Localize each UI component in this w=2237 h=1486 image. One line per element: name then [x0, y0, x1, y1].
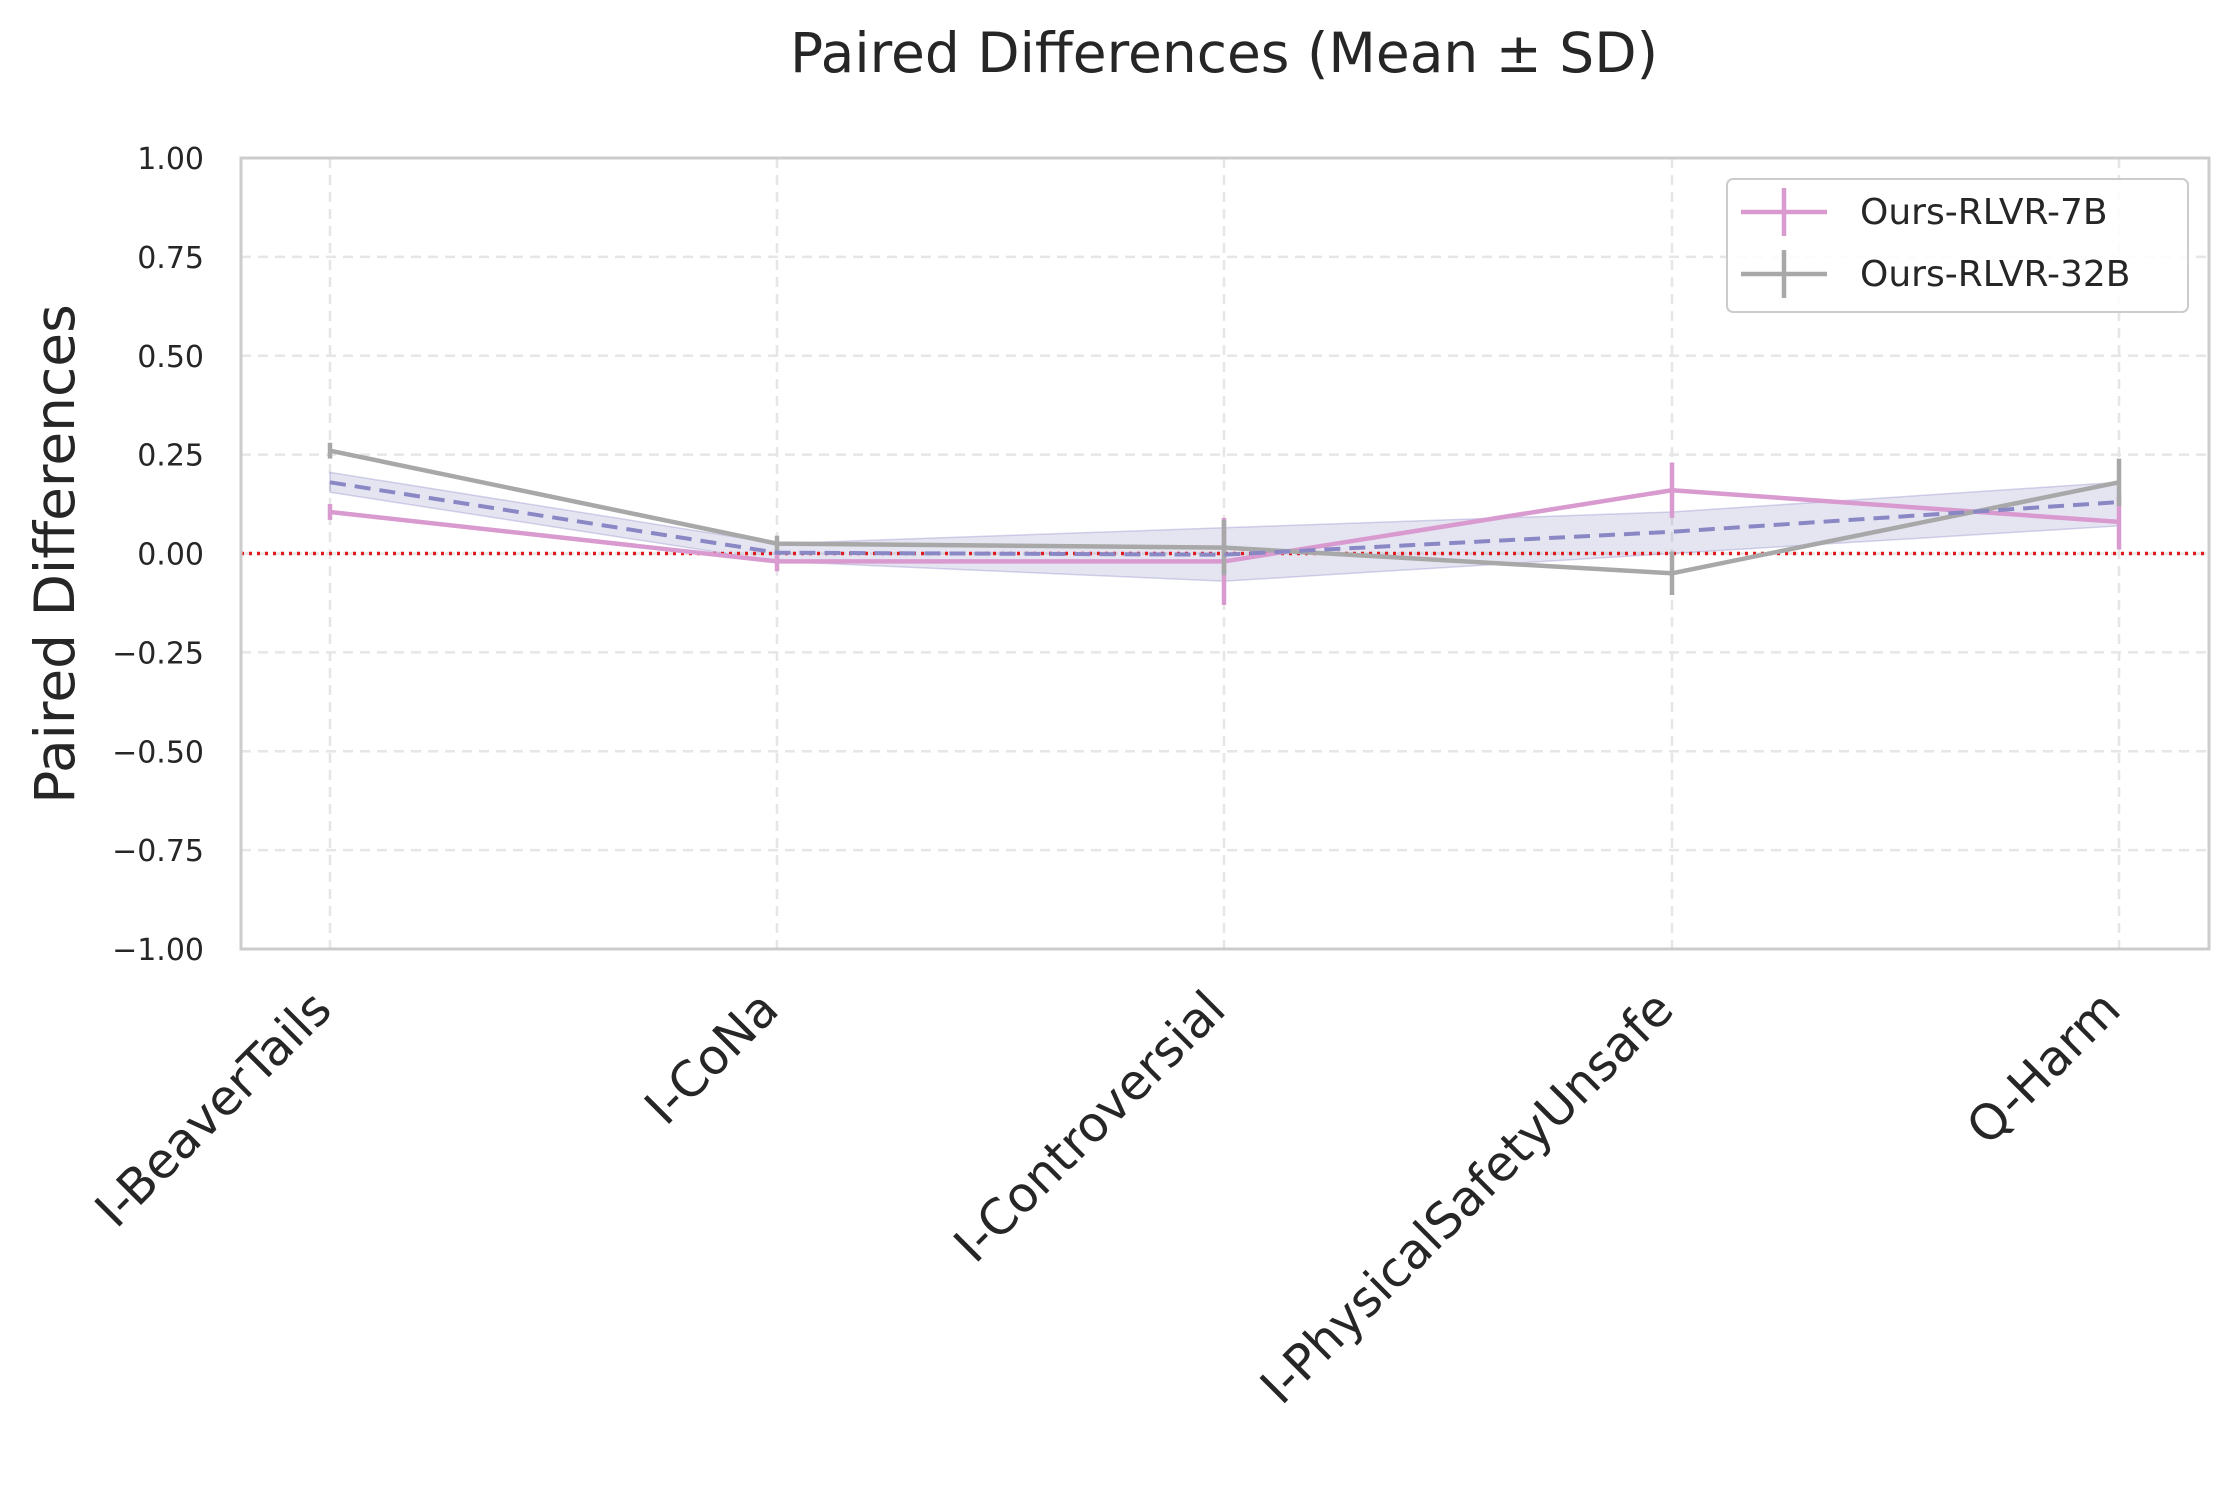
- y-axis-label: Paired Differences: [23, 304, 87, 804]
- x-tick-label: Q-Harm: [1956, 980, 2132, 1156]
- legend: Ours-RLVR-7B Ours-RLVR-32B: [1726, 178, 2189, 313]
- y-tick-label: −1.00: [112, 933, 204, 968]
- y-tick-label: 0.50: [137, 340, 204, 375]
- series-layer: [327, 442, 2122, 605]
- x-tick-label: I-PhysicalSafetyUnsafe: [1250, 980, 1685, 1415]
- legend-label-7b: Ours-RLVR-7B: [1860, 192, 2108, 233]
- y-ticks: 1.00 0.75 0.50 0.25 0.00 −0.25 −0.50 −0.75 −1.00: [112, 142, 204, 968]
- x-tick-label: I-Controversial: [943, 980, 1236, 1273]
- mean-line: [329, 480, 2120, 557]
- legend-box: [1726, 178, 2189, 313]
- y-tick-label: −0.25: [112, 636, 204, 671]
- chart-title: Paired Differences (Mean ± SD): [790, 21, 1658, 85]
- y-tick-label: 0.25: [137, 439, 204, 474]
- y-tick-label: 1.00: [137, 142, 204, 177]
- x-tick-label: I-BeaverTails: [84, 980, 342, 1238]
- x-ticks: I-BeaverTails I-CoNa I-Controversial I-Phys…: [84, 980, 2131, 1415]
- plot-frame: [239, 156, 2211, 951]
- legend-label-32b: Ours-RLVR-32B: [1860, 254, 2131, 295]
- y-tick-label: 0.00: [137, 538, 204, 573]
- x-tick-label: I-CoNa: [634, 980, 790, 1136]
- y-tick-label: −0.75: [112, 834, 204, 869]
- y-tick-label: 0.75: [137, 241, 204, 276]
- y-tick-label: −0.50: [112, 735, 204, 770]
